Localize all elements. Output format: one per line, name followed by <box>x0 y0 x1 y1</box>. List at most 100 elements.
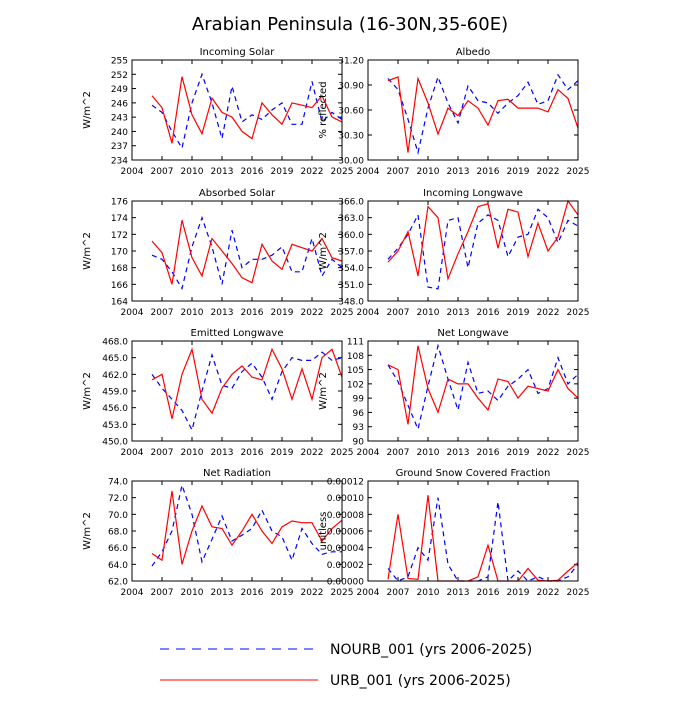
y-tick-label: 30.90 <box>338 82 364 92</box>
y-tick-label: 0.00012 <box>327 478 364 488</box>
series-line-nourb-001 <box>151 482 342 567</box>
x-tick-label: 2010 <box>417 588 440 598</box>
series-line-nourb-001 <box>387 343 579 432</box>
panel-title: Incoming Solar <box>200 47 276 58</box>
y-tick-label: 252 <box>111 71 128 81</box>
y-tick-label: 74.0 <box>108 478 128 488</box>
series-line-nourb-001 <box>151 351 343 432</box>
y-tick-label: 64.0 <box>108 561 128 571</box>
x-tick-label: 2016 <box>241 167 264 177</box>
x-tick-label: 2016 <box>241 448 264 458</box>
x-tick-label: 2013 <box>211 588 234 598</box>
series-line-urb-001 <box>151 76 343 144</box>
series-line-urb-001 <box>151 220 343 285</box>
x-tick-label: 2019 <box>271 588 294 598</box>
y-tick-label: 102 <box>347 380 364 390</box>
series-line-nourb-001 <box>387 73 579 155</box>
panel-incoming-solar: Incoming Solar 234 237 240 243 246 249 252 255 20… <box>82 47 353 177</box>
x-tick-label: 2004 <box>357 588 380 598</box>
panel-title: Absorbed Solar <box>199 188 276 199</box>
x-tick-label: 2019 <box>271 308 294 318</box>
series-line-nourb-001 <box>151 215 343 291</box>
series-line-urb-001 <box>151 347 343 419</box>
y-tick-label: 66.0 <box>108 544 128 554</box>
y-tick-label: 99 <box>353 395 365 405</box>
series-line-nourb-001 <box>151 72 343 150</box>
x-tick-label: 2004 <box>121 588 144 598</box>
x-tick-label: 2010 <box>417 308 440 318</box>
y-axis-label: W/m^2 <box>318 232 329 270</box>
panel-net-radiation: Net Radiation 62.0 64.0 66.0 68.0 70.0 72.0 74.… <box>82 468 353 598</box>
y-tick-label: 468.0 <box>102 338 128 348</box>
panel-title: Net Radiation <box>203 468 271 479</box>
y-tick-label: 234 <box>111 157 128 167</box>
x-tick-label: 2010 <box>181 588 204 598</box>
y-tick-label: 255 <box>111 57 128 67</box>
y-tick-label: 246 <box>111 99 128 109</box>
y-tick-label: 72.0 <box>108 494 128 504</box>
x-tick-label: 2016 <box>477 588 500 598</box>
panel-albedo: Albedo 30.00 30.30 30.60 30.90 31.20 2004 2007 2… <box>318 47 589 177</box>
y-tick-label: 68.0 <box>108 528 128 538</box>
y-tick-label: 453.0 <box>102 421 128 431</box>
x-tick-label: 2025 <box>331 167 354 177</box>
x-tick-label: 2022 <box>301 167 324 177</box>
plot-frame <box>367 59 579 161</box>
y-tick-label: 363.0 <box>338 214 364 224</box>
x-tick-label: 2025 <box>567 308 590 318</box>
x-tick-label: 2019 <box>271 448 294 458</box>
x-tick-label: 2004 <box>121 448 144 458</box>
y-tick-label: 237 <box>111 142 128 152</box>
legend: NOURB_001 (yrs 2006-2025) URB_001 (yrs 2… <box>160 642 532 689</box>
y-axis-label: W/m^2 <box>82 232 93 270</box>
y-tick-label: 96 <box>353 409 365 419</box>
series-line-nourb-001 <box>387 497 579 583</box>
plot-frame <box>131 59 343 161</box>
y-tick-label: 30.60 <box>338 107 364 117</box>
x-tick-label: 2022 <box>301 448 324 458</box>
x-tick-label: 2013 <box>211 167 234 177</box>
y-tick-label: 108 <box>347 352 364 362</box>
x-tick-label: 2016 <box>477 308 500 318</box>
y-tick-label: 0.00008 <box>327 511 364 521</box>
panel-net-longwave: Net Longwave 90 93 96 99 102 105 108 111 2004 2007… <box>318 328 589 458</box>
x-tick-label: 2010 <box>181 448 204 458</box>
x-tick-label: 2007 <box>151 167 174 177</box>
series-line-urb-001 <box>387 345 579 425</box>
series-line-urb-001 <box>387 495 579 582</box>
x-tick-label: 2010 <box>181 167 204 177</box>
panel-incoming-longwave: Incoming Longwave 348.0 351.0 354.0 357.0 360… <box>318 188 589 318</box>
y-tick-label: 456.0 <box>102 404 128 414</box>
x-tick-label: 2016 <box>477 448 500 458</box>
x-tick-label: 2019 <box>507 308 530 318</box>
y-tick-label: 170 <box>111 248 128 258</box>
y-tick-label: 240 <box>111 128 128 138</box>
figure-title: Arabian Peninsula (16-30N,35-60E) <box>192 14 508 35</box>
y-tick-label: 62.0 <box>108 578 128 588</box>
x-tick-label: 2019 <box>271 167 294 177</box>
y-axis-label: W/m^2 <box>82 91 93 129</box>
x-tick-label: 2010 <box>417 167 440 177</box>
y-tick-label: 168 <box>111 264 128 274</box>
x-tick-label: 2022 <box>301 588 324 598</box>
x-tick-label: 2025 <box>567 448 590 458</box>
x-tick-label: 2019 <box>507 588 530 598</box>
y-tick-label: 354.0 <box>338 264 364 274</box>
x-tick-label: 2007 <box>387 167 410 177</box>
x-tick-label: 2016 <box>241 308 264 318</box>
x-tick-label: 2007 <box>151 588 174 598</box>
x-tick-label: 2010 <box>181 308 204 318</box>
series-line-nourb-001 <box>387 208 579 290</box>
y-tick-label: 0.00010 <box>327 494 364 504</box>
x-tick-label: 2025 <box>331 308 354 318</box>
panel-title: Emitted Longwave <box>191 328 284 339</box>
panel-ground-snow-covered-fraction: Ground Snow Covered Fraction 0.00000 0.000… <box>318 468 589 598</box>
y-tick-label: 459.0 <box>102 388 128 398</box>
x-tick-label: 2013 <box>447 167 470 177</box>
y-tick-label: 0.00000 <box>327 578 364 588</box>
series-line-urb-001 <box>387 76 579 153</box>
x-tick-label: 2004 <box>357 167 380 177</box>
x-tick-label: 2019 <box>507 448 530 458</box>
x-tick-label: 2022 <box>301 308 324 318</box>
